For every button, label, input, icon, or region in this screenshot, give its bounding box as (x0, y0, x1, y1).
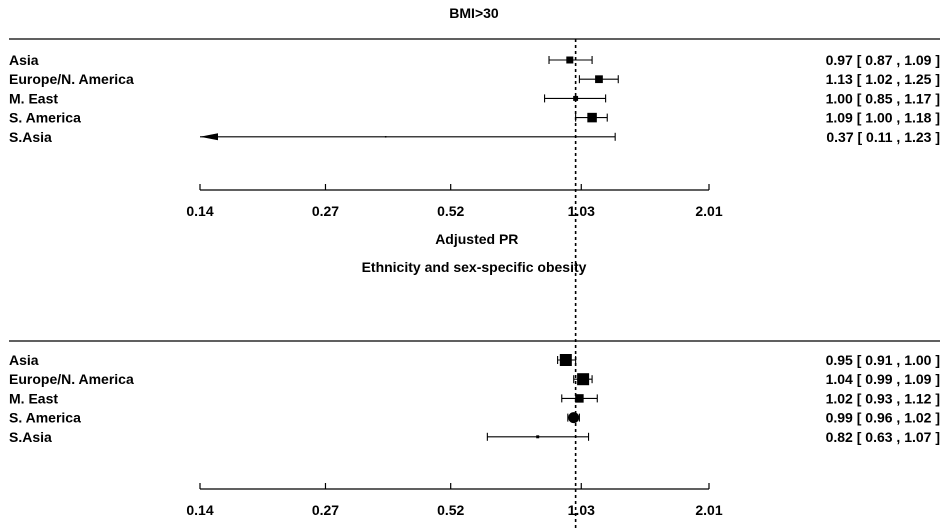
row-label: S. America (9, 410, 81, 426)
forest-row: S.Asia 0.37 [ 0.11 , 1.23 ] (9, 129, 940, 145)
forest-panel-2: Ethnicity and sex-specific obesity Asia 0.… (9, 259, 940, 518)
x-tick-label: 0.27 (312, 203, 339, 219)
x-tick-label: 0.27 (312, 502, 339, 518)
forest-panel-1: BMI>30 Asia 0.97 [ 0.87 , 1.09 ] Europe/N. … (9, 5, 940, 247)
row-label: S. America (9, 110, 81, 126)
point-estimate (575, 394, 584, 403)
forest-row: M. East 1.02 [ 0.93 , 1.12 ] (9, 390, 940, 406)
x-tick-label: 0.14 (186, 203, 213, 219)
row-estimate-text: 0.99 [ 0.96 , 1.02 ] (826, 410, 940, 426)
point-estimate (384, 136, 387, 138)
row-estimate-text: 0.37 [ 0.11 , 1.23 ] (826, 129, 940, 145)
panel-title: Ethnicity and sex-specific obesity (362, 259, 587, 275)
x-tick-label: 2.01 (695, 203, 722, 219)
forest-row: S.Asia 0.82 [ 0.63 , 1.07 ] (9, 429, 940, 445)
row-estimate-text: 1.13 [ 1.02 , 1.25 ] (826, 71, 940, 87)
row-estimate-text: 0.97 [ 0.87 , 1.09 ] (826, 52, 940, 68)
row-label: Asia (9, 52, 39, 68)
point-estimate (559, 354, 572, 366)
point-estimate (573, 95, 579, 101)
ci-arrow (200, 133, 218, 141)
x-tick-label: 1.03 (568, 502, 595, 518)
row-label: S.Asia (9, 429, 52, 445)
panel-title: BMI>30 (449, 5, 499, 21)
x-axis: 0.14 0.27 0.52 1.03 2.01 Adjusted PR (186, 184, 723, 247)
row-label: Europe/N. America (9, 371, 134, 387)
forest-row: M. East 1.00 [ 0.85 , 1.17 ] (9, 90, 940, 106)
x-axis-label: Adjusted PR (435, 231, 518, 247)
point-estimate (568, 412, 580, 424)
forest-row: Asia 0.97 [ 0.87 , 1.09 ] (9, 52, 940, 68)
row-label: S.Asia (9, 129, 52, 145)
x-tick-label: 0.14 (186, 502, 213, 518)
forest-row: S. America 0.99 [ 0.96 , 1.02 ] (9, 410, 940, 426)
point-estimate (587, 112, 597, 123)
point-estimate (566, 56, 574, 64)
row-estimate-text: 0.95 [ 0.91 , 1.00 ] (826, 352, 940, 368)
forest-row: Europe/N. America 1.04 [ 0.99 , 1.09 ] (9, 371, 940, 387)
row-estimate-text: 1.02 [ 0.93 , 1.12 ] (826, 390, 940, 406)
forest-row: Asia 0.95 [ 0.91 , 1.00 ] (9, 352, 940, 368)
x-tick-label: 1.03 (568, 203, 595, 219)
forest-row: S. America 1.09 [ 1.00 , 1.18 ] (9, 110, 940, 126)
row-label: M. East (9, 90, 58, 106)
row-estimate-text: 1.09 [ 1.00 , 1.18 ] (826, 110, 940, 126)
point-estimate (536, 435, 540, 439)
x-tick-label: 0.52 (437, 502, 464, 518)
point-estimate (595, 75, 603, 84)
point-estimate (577, 373, 590, 386)
row-label: Europe/N. America (9, 71, 134, 87)
row-estimate-text: 1.04 [ 0.99 , 1.09 ] (826, 371, 940, 387)
forest-row: Europe/N. America 1.13 [ 1.02 , 1.25 ] (9, 71, 940, 87)
row-estimate-text: 0.82 [ 0.63 , 1.07 ] (826, 429, 940, 445)
x-tick-label: 0.52 (437, 203, 464, 219)
x-tick-label: 2.01 (695, 502, 722, 518)
row-label: M. East (9, 390, 58, 406)
row-estimate-text: 1.00 [ 0.85 , 1.17 ] (826, 90, 940, 106)
row-label: Asia (9, 352, 39, 368)
